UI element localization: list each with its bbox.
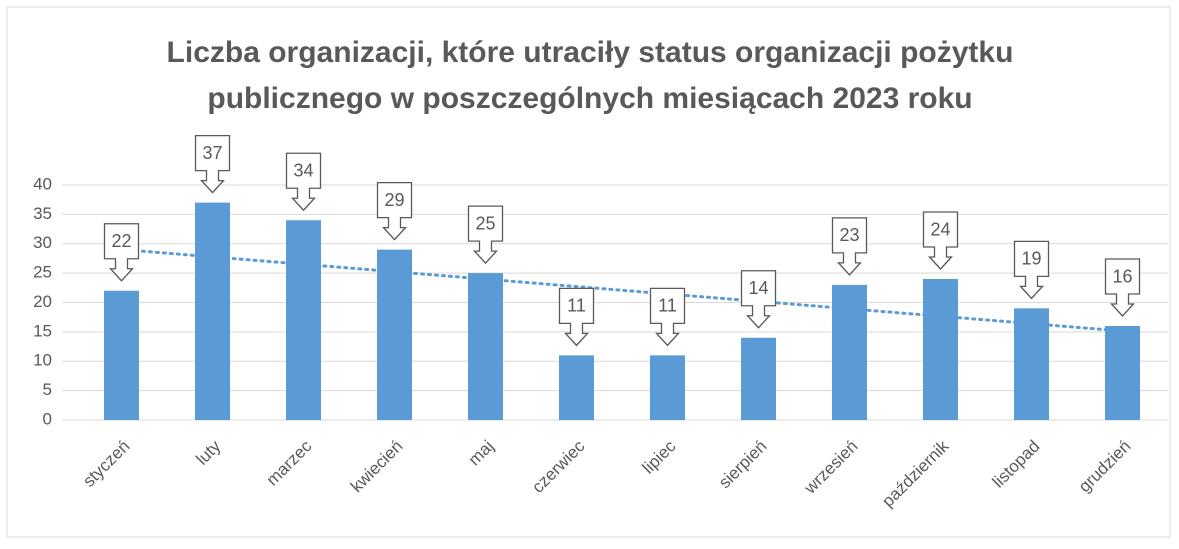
data-label: 37 [202, 143, 222, 163]
data-label: 14 [748, 278, 768, 298]
data-label-callout [194, 134, 231, 194]
data-label-callout [103, 223, 140, 282]
chart-title: Liczba organizacji, które utraciły statu… [167, 36, 1014, 69]
data-label: 23 [839, 225, 859, 245]
data-label-callout [649, 287, 686, 347]
data-label-callout [558, 287, 595, 347]
bar [104, 290, 139, 420]
data-label: 22 [111, 231, 131, 251]
trendline [120, 247, 1124, 333]
y-tick-label: 30 [33, 233, 52, 252]
bar [923, 279, 958, 420]
data-label: 34 [293, 161, 313, 181]
data-label: 19 [1021, 249, 1041, 269]
data-label: 24 [930, 219, 950, 239]
bar [741, 337, 776, 420]
data-label-callout [467, 205, 504, 265]
bar [559, 355, 594, 420]
y-tick-label: 10 [33, 351, 52, 370]
bar [195, 202, 230, 420]
bar [377, 249, 412, 420]
y-tick-label: 35 [33, 204, 52, 223]
data-label: 11 [658, 296, 677, 316]
y-tick-label: 25 [33, 263, 52, 282]
data-label: 11 [567, 296, 586, 316]
bar [650, 355, 685, 420]
data-label-callout [831, 217, 868, 276]
y-tick-label: 5 [43, 380, 52, 399]
bar [468, 273, 503, 420]
data-label-callout [1013, 240, 1050, 300]
y-tick-label: 0 [43, 409, 52, 428]
data-label: 16 [1112, 266, 1132, 286]
data-label-callout [740, 270, 777, 329]
data-label: 29 [384, 190, 404, 210]
bar [1014, 308, 1049, 420]
data-label-callout [1104, 258, 1141, 317]
y-tick-label: 20 [33, 292, 52, 311]
bar [832, 284, 867, 420]
bar [1105, 326, 1140, 420]
y-tick-label: 15 [33, 321, 52, 340]
data-label-callout [922, 211, 959, 270]
data-label-callout [285, 152, 322, 212]
data-label-callout [376, 181, 413, 241]
data-label: 25 [475, 213, 495, 233]
bar [286, 220, 321, 420]
y-tick-label: 40 [33, 174, 52, 193]
chart-title: publicznego w poszczególnych miesiącach … [207, 82, 972, 115]
